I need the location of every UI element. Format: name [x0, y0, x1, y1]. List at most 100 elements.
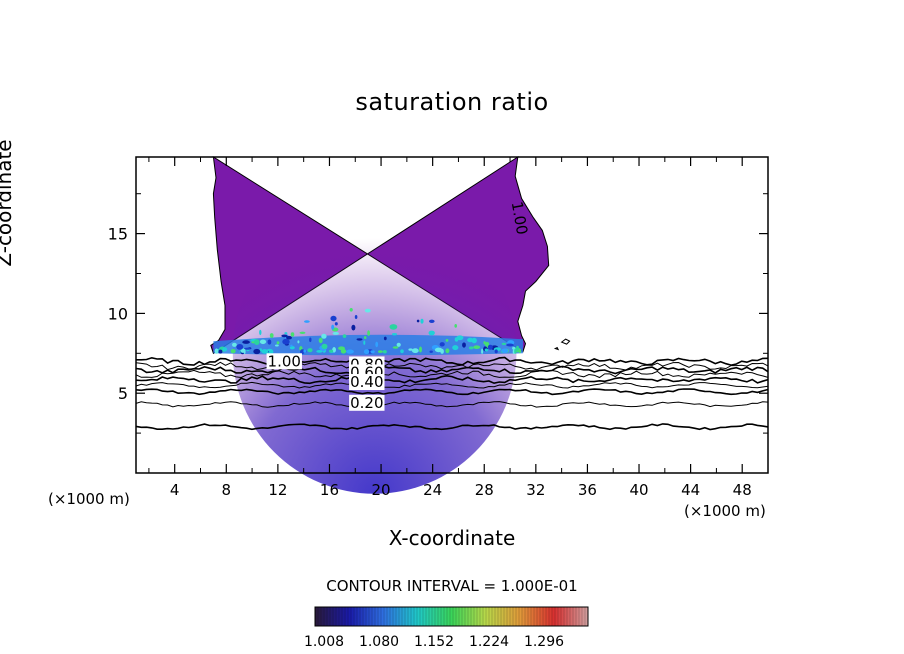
- speckle: [318, 337, 323, 344]
- speckle: [230, 349, 236, 354]
- speckle: [261, 349, 269, 354]
- speckle: [454, 324, 458, 328]
- speckle: [334, 322, 338, 326]
- contour-label: 1.00: [508, 200, 532, 236]
- speckle: [485, 341, 490, 347]
- speckle: [284, 332, 288, 335]
- speckle: [286, 335, 292, 340]
- contour-label: 1.00: [268, 352, 301, 370]
- contour-label-group: 0.40: [349, 373, 385, 391]
- speckle: [282, 338, 290, 345]
- speckle: [439, 342, 445, 347]
- speckle: [329, 349, 334, 353]
- contour-label-group: 1.00: [508, 200, 532, 236]
- speckle: [253, 339, 260, 345]
- speckle: [428, 330, 435, 336]
- speckle: [375, 341, 379, 348]
- contour-label: 0.20: [350, 394, 383, 412]
- speckle: [370, 350, 375, 354]
- contour-label-group: 0.20: [349, 394, 385, 412]
- contour-label-bg: [349, 374, 385, 391]
- x-tick-label: 40: [629, 481, 648, 499]
- speckle: [276, 341, 280, 345]
- cloud-fragment: [560, 338, 571, 345]
- speckle: [416, 319, 420, 323]
- speckle: [468, 346, 474, 350]
- contour-line: [136, 356, 769, 366]
- speckle: [481, 348, 484, 354]
- colorbar-tick-label: 1.080: [359, 634, 399, 650]
- speckle: [236, 344, 244, 350]
- speckle: [290, 344, 293, 347]
- speckle: [367, 330, 370, 336]
- speckle: [222, 347, 228, 352]
- speckle: [420, 318, 424, 324]
- x-tick-label: 20: [372, 481, 391, 499]
- speckle: [218, 349, 223, 354]
- colorbar-tick-label: 1.152: [414, 634, 454, 650]
- x-unit-label-right: (×1000 m): [684, 502, 766, 520]
- contour-line: [135, 401, 769, 408]
- speckle: [303, 349, 307, 353]
- contour-label-bg: [266, 353, 302, 370]
- speckle: [363, 336, 367, 340]
- speckle: [332, 331, 339, 335]
- x-tick-label: 32: [526, 481, 545, 499]
- x-tick-label: 12: [268, 481, 287, 499]
- y-tick-label: 15: [108, 225, 128, 244]
- speckle: [299, 331, 306, 334]
- speckle: [307, 348, 313, 353]
- x-tick-label: 44: [681, 481, 700, 499]
- speckle: [501, 342, 507, 346]
- x-tick-label: 16: [320, 481, 339, 499]
- speckle: [349, 308, 353, 312]
- speckle: [363, 340, 366, 345]
- speckle: [364, 308, 371, 313]
- speckle: [269, 333, 274, 338]
- speckle: [445, 339, 449, 342]
- speckle: [473, 345, 481, 350]
- speckle: [400, 349, 404, 354]
- contour-line: [135, 388, 769, 396]
- speckle: [259, 329, 262, 336]
- speckle: [506, 343, 514, 347]
- speckle: [363, 349, 370, 355]
- speckle: [514, 348, 517, 354]
- x-tick-label: 28: [475, 481, 494, 499]
- y-tick-label: 5: [118, 384, 128, 403]
- speckle: [354, 315, 358, 319]
- speckle: [259, 339, 267, 345]
- speckle: [452, 345, 459, 351]
- speckle: [290, 332, 295, 337]
- contour-line: [135, 365, 769, 375]
- speckle: [494, 349, 498, 354]
- speckle: [244, 347, 251, 350]
- speckle: [304, 320, 310, 323]
- speckle: [267, 339, 272, 345]
- speckle: [392, 333, 397, 336]
- colorbar: [314, 606, 589, 627]
- plot-frame: [135, 156, 769, 474]
- speckle: [378, 350, 383, 353]
- speckle: [214, 348, 219, 354]
- speckle: [321, 343, 328, 350]
- contour-line: [135, 423, 769, 431]
- speckle: [445, 348, 450, 354]
- speckle: [309, 337, 312, 343]
- x-tick-label: 8: [222, 481, 232, 499]
- speckle: [297, 340, 300, 344]
- speckle: [501, 348, 509, 354]
- speckle: [383, 336, 387, 341]
- speckle: [434, 347, 443, 353]
- speckle: [242, 340, 250, 344]
- speckle: [487, 344, 493, 350]
- speckle: [321, 333, 327, 339]
- speckle: [392, 346, 399, 349]
- speckle: [389, 324, 398, 330]
- contour-layer: 1.000.800.600.400.201.00: [135, 200, 769, 431]
- speckle: [516, 345, 519, 351]
- speckle: [467, 337, 474, 343]
- speckle: [243, 349, 246, 354]
- x-axis-label: X-coordinate: [388, 526, 516, 550]
